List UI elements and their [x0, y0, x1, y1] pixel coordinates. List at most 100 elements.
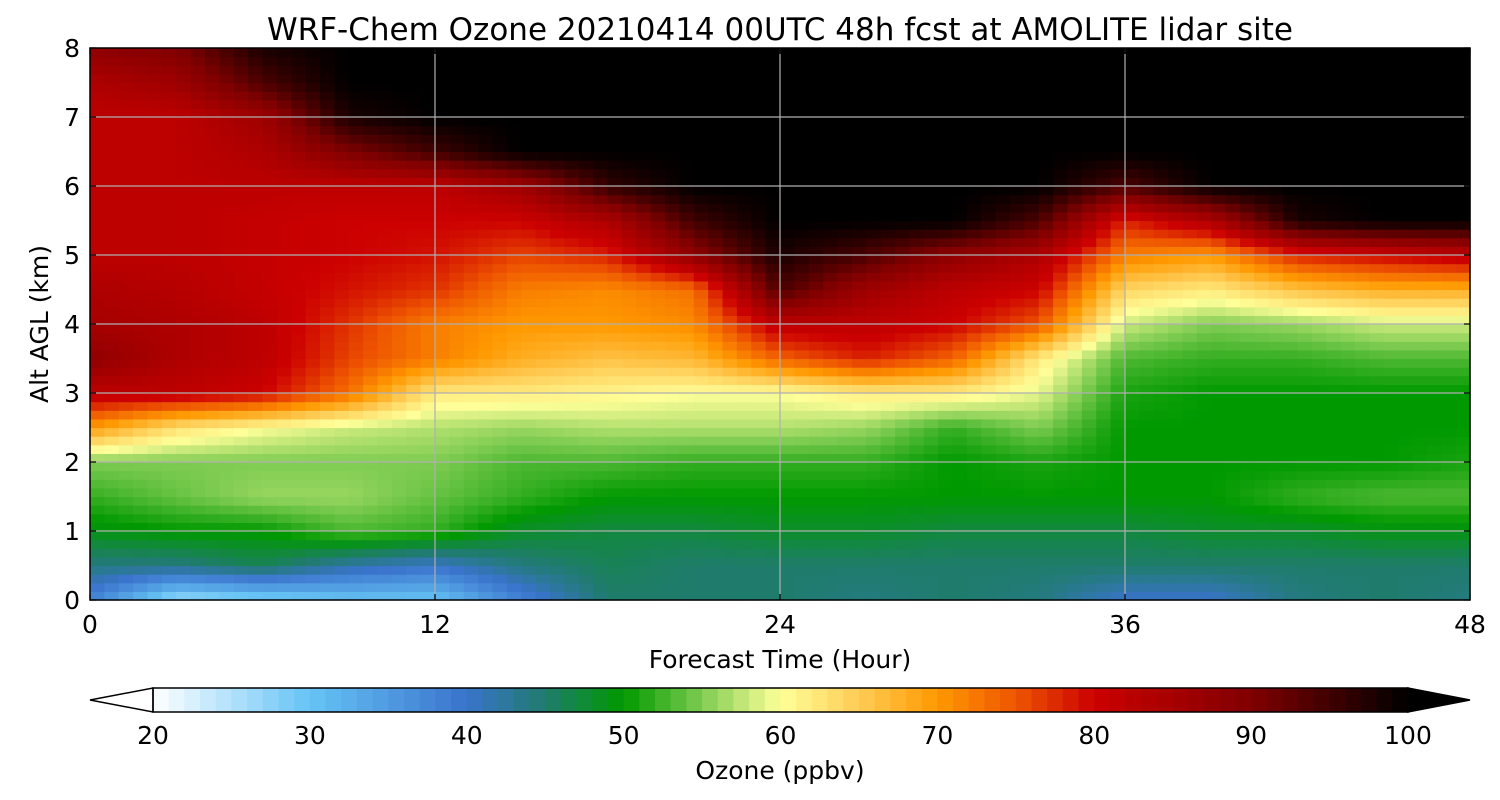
field-cell [133, 82, 149, 92]
field-cell [866, 591, 882, 601]
field-cell [1125, 73, 1140, 84]
field-cell [161, 151, 177, 161]
field-cell [233, 151, 249, 161]
field-cell [751, 358, 767, 368]
field-cell [521, 108, 537, 118]
field-cell [736, 487, 752, 498]
field-cell [909, 539, 925, 549]
field-cell [161, 56, 177, 66]
field-cell [736, 125, 752, 135]
field-cell [837, 73, 853, 84]
field-cell [578, 513, 594, 523]
field-cell [276, 117, 292, 127]
field-cell [1067, 367, 1083, 377]
field-cell [851, 168, 867, 178]
field-cell [794, 211, 810, 222]
field-cell [219, 401, 235, 411]
field-cell [837, 539, 853, 549]
field-cell [966, 462, 982, 472]
field-cell [1139, 505, 1155, 515]
field-cell [463, 410, 479, 420]
field-cell [880, 513, 896, 523]
field-cell [751, 574, 767, 584]
field-cell [133, 255, 149, 265]
field-cell [593, 349, 609, 360]
field-cell [248, 177, 264, 187]
field-cell [377, 280, 393, 291]
field-cell [823, 298, 839, 308]
field-cell [320, 117, 335, 127]
field-cell [621, 65, 637, 75]
field-cell [1024, 358, 1040, 368]
field-cell [895, 539, 910, 549]
field-cell [909, 220, 925, 230]
field-cell [952, 211, 968, 222]
field-cell [1038, 117, 1054, 127]
field-cell [593, 151, 609, 161]
field-cell [966, 513, 982, 523]
field-cell [348, 306, 364, 316]
field-cell [176, 255, 192, 265]
field-cell [923, 186, 939, 196]
field-cell [104, 367, 120, 377]
field-cell [938, 436, 954, 446]
field-cell [320, 401, 335, 411]
field-cell [1053, 65, 1069, 75]
field-cell [334, 470, 350, 480]
field-cell [205, 427, 220, 437]
field-cell [147, 73, 163, 84]
field-cell [276, 56, 292, 66]
field-cell [90, 272, 105, 282]
field-cell [665, 574, 680, 584]
field-cell [578, 582, 594, 592]
field-cell [492, 418, 508, 429]
field-cell [377, 531, 393, 541]
field-cell [463, 280, 479, 291]
field-cell [837, 505, 853, 515]
field-cell [808, 349, 824, 360]
field-cell [1053, 505, 1069, 515]
field-cell [909, 591, 925, 601]
field-cell [895, 56, 910, 66]
field-cell [219, 341, 235, 351]
field-cell [449, 82, 465, 92]
field-cell [276, 582, 292, 592]
field-cell [578, 73, 594, 84]
field-cell [665, 410, 680, 420]
field-cell [104, 341, 120, 351]
field-cell [118, 306, 134, 316]
field-cell [895, 505, 910, 515]
field-cell [895, 582, 910, 592]
field-cell [391, 220, 407, 230]
field-cell [995, 591, 1011, 601]
field-cell [1010, 479, 1025, 489]
field-cell [708, 513, 724, 523]
field-cell [463, 393, 479, 403]
field-cell [679, 410, 695, 420]
field-cell [1153, 582, 1169, 592]
field-cell [1096, 289, 1112, 299]
field-cell [1139, 73, 1155, 84]
field-cell [521, 177, 537, 187]
field-cell [708, 186, 724, 196]
field-cell [650, 246, 666, 256]
field-cell [909, 531, 925, 541]
field-cell [851, 453, 867, 463]
field-cell [693, 211, 709, 222]
field-cell [320, 142, 335, 153]
field-cell [262, 151, 278, 161]
field-cell [334, 591, 350, 601]
field-cell [233, 393, 249, 403]
field-cell [708, 306, 724, 316]
field-cell [1196, 393, 1212, 403]
field-cell [693, 556, 709, 567]
field-cell [262, 177, 278, 187]
field-cell [334, 462, 350, 472]
field-cell [291, 246, 307, 256]
field-cell [938, 73, 954, 84]
field-cell [736, 393, 752, 403]
field-cell [837, 418, 853, 429]
field-cell [1196, 151, 1212, 161]
field-cell [133, 487, 149, 498]
field-cell [1010, 349, 1025, 360]
